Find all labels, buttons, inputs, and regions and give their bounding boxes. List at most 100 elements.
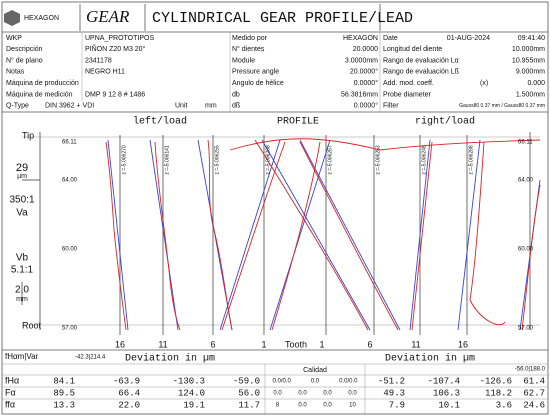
diameter-label: 60.00: [62, 247, 78, 253]
measured-trace: [154, 141, 181, 331]
deviation-value: 22.0: [118, 400, 140, 410]
quality-value: 10: [349, 403, 356, 409]
deviation-value: 61.4: [523, 376, 545, 386]
quality-value: 0.0/0.0: [339, 379, 358, 385]
tip-label: Tip: [22, 130, 34, 140]
info-cell: WKP: [6, 35, 22, 42]
info-cell: Gauss80 0.37 mm / Gauss80 0.37 mm: [459, 103, 545, 109]
deviation-label: Deviation in µm: [125, 353, 215, 365]
info-cell: 01-AUG-2024: [447, 35, 490, 42]
info-cell: 1.500mm: [516, 91, 545, 98]
z-label: z =-5.006268: [265, 145, 271, 175]
info-cell: Filter: [383, 103, 399, 110]
info-cell: 20.0000°: [350, 68, 378, 76]
scale-label: 5.1:1: [11, 265, 34, 276]
scale-label: µm: [17, 173, 27, 180]
z-label: z =-5.006255: [214, 145, 220, 175]
tooth-number: 16: [458, 339, 468, 349]
deviation-value: -130.3: [173, 376, 205, 386]
info-cell: DIN 3962 + VDI: [45, 103, 94, 110]
quality-value: 0.0/0.0: [272, 379, 291, 385]
info-cell: Longitud del diente: [383, 46, 442, 53]
deviation-value: 106.3: [433, 388, 460, 398]
info-cell: 0.0000°: [354, 102, 378, 110]
z-label: z =-5.006267: [327, 145, 333, 175]
nominal-trace: [457, 139, 481, 331]
quality-value: 0.0: [298, 403, 307, 409]
info-cell: (x): [480, 80, 488, 87]
row-name: fHα: [5, 375, 19, 385]
z-label: z =-5.006248: [421, 145, 427, 175]
row-name: Fα: [5, 387, 16, 397]
measured-trace: [105, 141, 127, 331]
info-cell: Add. mod. coeff.: [383, 80, 434, 87]
z-label: z =-5.006253: [375, 145, 381, 175]
deviation-value: 66.4: [118, 388, 140, 398]
info-cell: Notas: [6, 69, 25, 76]
diameter-label: 64.00: [518, 178, 534, 184]
info-cell: HEXAGON: [343, 35, 378, 42]
deviation-value: 11.7: [238, 400, 260, 410]
info-cell: Date: [383, 35, 398, 42]
nominal-trace: [149, 139, 179, 331]
product: GEAR: [86, 7, 130, 26]
info-cell: 3.0000mm: [345, 57, 378, 64]
deviation-label: Deviation in µm: [385, 353, 475, 365]
section-label: PROFILE: [277, 117, 319, 128]
info-cell: 20.0000: [353, 46, 378, 53]
measured-trace: [521, 184, 541, 331]
deviation-value: -63.9: [113, 376, 140, 386]
deviation-value: 84.1: [53, 376, 75, 386]
deviation-value: 62.7: [523, 388, 545, 398]
info-cell: 10.955mm: [512, 57, 545, 64]
info-cell: 2341178: [85, 57, 112, 64]
deviation-value: 10.1: [438, 400, 460, 410]
scale-label: 2.0: [15, 285, 29, 296]
info-cell: mm: [205, 103, 217, 110]
tooth-number: 11: [411, 339, 420, 349]
section-label: left/load: [133, 116, 187, 128]
diameter-label: 66.11: [62, 140, 77, 146]
quality-value: 0.0: [311, 379, 320, 385]
nominal-trace: [409, 139, 431, 331]
quality-value: 0.0: [323, 391, 332, 397]
info-cell: Medido por: [232, 35, 268, 42]
measured-trace: [411, 141, 433, 331]
tip-trace: [229, 138, 541, 151]
info-cell: 09:41:40: [518, 35, 545, 42]
nominal-trace: [219, 139, 401, 331]
info-cell: PIÑON Z20 M3 20°: [85, 44, 146, 53]
deviation-value: 24.6: [523, 400, 545, 410]
info-cell: 56.3816mm: [341, 91, 378, 98]
info-cell: 0.0000°: [354, 79, 378, 87]
deviation-value: -59.0: [233, 376, 260, 386]
z-label: z =-5.006270: [121, 145, 127, 175]
tooth-number: 1: [261, 339, 266, 349]
section-label: right/load: [415, 116, 475, 128]
deviation-value: -126.6: [480, 376, 512, 386]
deviation-value: 3.6: [496, 400, 512, 410]
quality-label: Calidad: [303, 367, 327, 374]
diameter-label: 57.00: [518, 326, 534, 332]
scale-label: Vb: [16, 253, 29, 264]
diameter-label: 57.00: [62, 326, 78, 332]
deviation-value: 7.9: [389, 400, 405, 410]
results-table: [2, 363, 548, 414]
deviation-value: 124.0: [178, 388, 205, 398]
report-title: CYLINDRICAL GEAR PROFILE/LEAD: [152, 10, 413, 27]
info-cell: Rango de evaluación Lα: [383, 57, 459, 64]
deviation-value: 56.0: [238, 388, 260, 398]
measured-trace: [221, 139, 399, 331]
info-cell: Angulo de hélice: [232, 80, 284, 87]
nominal-trace: [107, 139, 129, 331]
logo-icon: [4, 10, 20, 26]
info-cell: Q-Type: [6, 103, 29, 110]
tooth-label: Tooth: [285, 339, 307, 349]
info-cell: Unit: [175, 103, 188, 110]
diameter-label: 60.00: [518, 247, 534, 253]
info-cell: 0.000: [527, 80, 545, 87]
row-name: ffα: [5, 399, 15, 409]
tooth-number: 16: [115, 339, 125, 349]
scale-label: 29: [16, 162, 28, 174]
quality-value: 0.0: [348, 391, 357, 397]
